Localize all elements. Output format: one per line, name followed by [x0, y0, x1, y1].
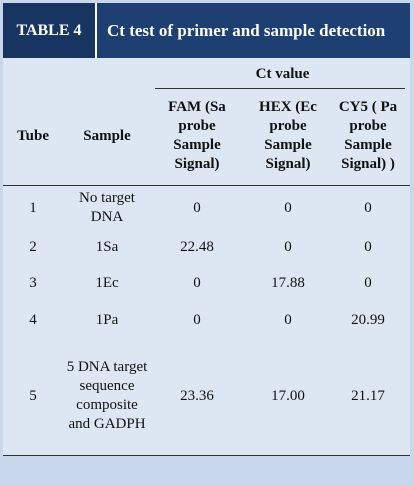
table-label: TABLE 4 [3, 3, 97, 58]
value-cell: 21.17 [351, 387, 385, 404]
column-header: CY5 ( Pa probe Sample Signal) ) [338, 99, 398, 172]
value-cell: 23.36 [180, 387, 214, 404]
row-number: 5 [29, 387, 37, 404]
sample-cell: 1Pa [95, 311, 119, 328]
value-cell: 20.99 [351, 311, 385, 328]
value-cell: 0 [193, 199, 201, 216]
table-title: Ct test of primer and sample detection [107, 21, 386, 40]
value-cell: 22.48 [180, 239, 214, 255]
sample-cell: 1Ec [95, 275, 119, 291]
rule [3, 455, 410, 456]
row-number: 1 [29, 199, 37, 216]
value-cell: 0 [364, 199, 372, 216]
value-cell: 0 [284, 239, 292, 255]
rule [155, 88, 405, 89]
value-cell: 17.00 [271, 387, 305, 404]
header-bar: TABLE 4 Ct test of primer and sample det… [3, 3, 410, 58]
sample-cell: 1Sa [95, 239, 119, 255]
table: Ct value Tube Sample FAM (Sa probe Sample … [3, 58, 410, 456]
column-header: FAM (Sa probe Sample Signal) [168, 99, 226, 172]
row-number: 4 [29, 311, 37, 328]
value-cell: 17.88 [271, 275, 305, 291]
value-cell: 0 [193, 311, 201, 328]
row-number: 2 [29, 239, 37, 255]
value-cell: 0 [364, 275, 372, 291]
value-cell: 0 [284, 199, 292, 216]
sample-cell: 5 DNA target sequence composite and GADP… [66, 359, 148, 432]
column-header: Tube [17, 127, 49, 144]
group-header: Ct value [255, 65, 310, 82]
sample-cell: No target DNA [79, 190, 135, 225]
row-number: 3 [29, 275, 37, 291]
column-header: HEX (Ec probe Sample Signal) [259, 99, 317, 172]
value-cell: 0 [193, 275, 201, 291]
value-cell: 0 [284, 311, 292, 328]
value-cell: 0 [364, 239, 372, 255]
column-header: Sample [83, 127, 131, 144]
rule [3, 185, 410, 186]
